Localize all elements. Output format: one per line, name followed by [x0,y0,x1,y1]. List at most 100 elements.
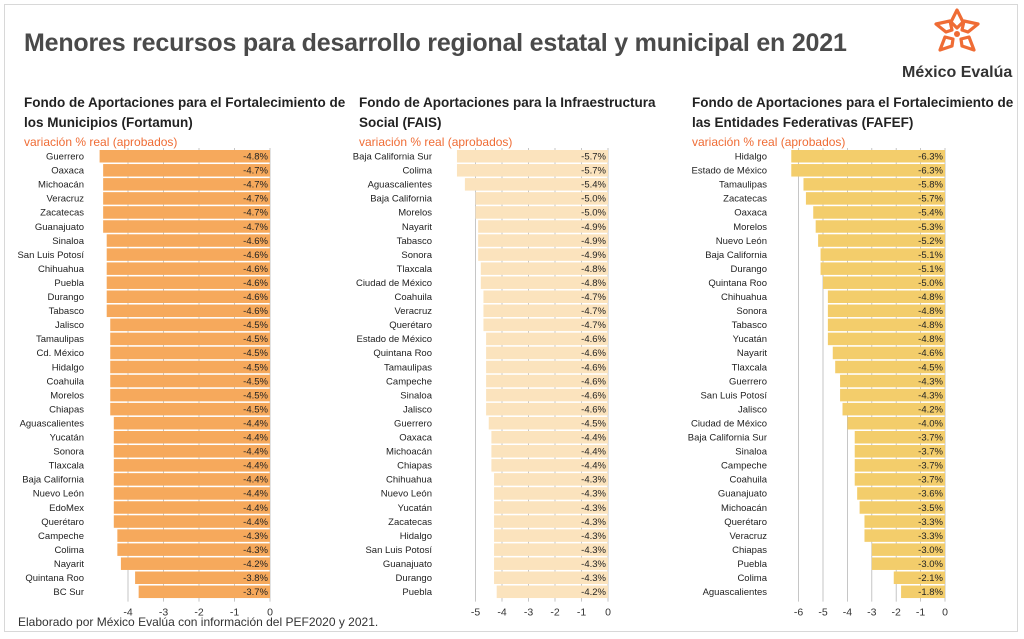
x-tick-label: -5 [818,607,827,619]
data-label: -4.9% [581,222,606,233]
bar [106,276,270,289]
data-label: -4.3% [243,545,268,556]
category-label: Colima [402,166,432,177]
category-label: Campeche [386,376,432,387]
category-label: Sonora [736,306,767,317]
category-label: Morelos [50,390,84,401]
data-label: -5.4% [581,180,606,191]
data-label: -4.8% [918,306,943,317]
bar [486,402,608,416]
bar [113,416,270,430]
category-label: Tlaxcala [732,362,768,373]
x-tick-label: -2 [892,607,901,619]
category-label: San Luis Potosí [700,390,767,401]
bar [110,360,270,374]
data-label: -4.5% [243,320,268,331]
category-label: Zacatecas [40,208,84,219]
data-label: -4.4% [581,461,606,472]
data-label: -4.3% [581,517,606,528]
data-label: -4.6% [581,390,606,401]
data-label: -1.8% [918,587,943,598]
bar [464,178,608,191]
bar [135,571,270,584]
data-label: -4.7% [243,208,268,219]
bar [113,459,270,472]
category-label: Querétaro [41,517,84,528]
bar [854,473,945,486]
bar [103,206,271,219]
bar [483,304,608,318]
category-label: Quintana Roo [373,348,432,359]
bar [475,192,608,205]
data-label: -4.4% [243,517,268,528]
data-label: -4.8% [918,334,943,345]
bar [818,234,945,247]
bar [494,543,608,556]
bar [113,473,270,486]
category-label: Chiapas [732,545,767,556]
bar [110,402,270,416]
bar [488,416,608,430]
x-tick-label: -5 [471,607,480,619]
data-label: -4.6% [581,376,606,387]
data-label: -3.7% [918,433,943,444]
category-label: Aguascalientes [703,587,768,598]
category-label: Estado de México [356,334,432,345]
data-label: -4.7% [581,292,606,303]
panel-title-fais: Fondo de Aportaciones para la Infraestru… [359,95,656,130]
data-label: -4.3% [581,531,606,542]
data-label: -4.4% [243,433,268,444]
category-label: Veracruz [395,306,433,317]
data-label: -4.2% [918,404,943,415]
bar [864,515,945,528]
data-label: -4.2% [243,559,268,570]
bar [113,515,270,528]
bar [832,346,945,360]
data-label: -5.0% [918,278,943,289]
bar [103,192,271,205]
x-tick-label: 0 [942,607,948,619]
data-label: -4.2% [581,587,606,598]
bar [110,318,270,332]
category-label: Chihuahua [386,475,433,486]
bar [840,374,945,388]
x-tick-label: -1 [916,607,925,619]
data-label: -5.7% [581,166,606,177]
data-label: -4.0% [918,418,943,429]
category-label: Sinaloa [735,447,767,458]
category-label: Oaxaca [399,433,432,444]
brand-name: México Evalúa [902,64,1013,81]
category-label: Nayarit [402,222,432,233]
category-label: Campeche [38,531,84,542]
data-label: -4.7% [581,306,606,317]
category-label: Guanajuato [35,222,84,233]
data-label: -4.4% [243,418,268,429]
data-label: -5.1% [918,250,943,261]
bar [805,192,945,205]
category-label: Baja California Sur [353,152,432,163]
bar [494,529,608,542]
category-label: Veracruz [47,194,85,205]
bar [113,501,270,514]
category-label: Aguascalientes [20,418,85,429]
category-label: Oaxaca [734,208,767,219]
bar [813,206,945,219]
data-label: -4.6% [243,236,268,247]
category-label: Guerrero [46,152,84,163]
bar [494,501,608,514]
category-label: Querétaro [389,320,432,331]
bar [494,557,608,570]
panel-subtitle-fortamun: variación % real (aprobados) [24,135,178,149]
category-label: Estado de México [691,166,767,177]
page-title: Menores recursos para desarrollo regiona… [24,29,847,57]
category-label: Guerrero [729,376,767,387]
category-label: Baja California [370,194,432,205]
asterisk-star-logo-icon [934,8,980,52]
bar [827,332,945,346]
data-label: -4.7% [243,222,268,233]
data-label: -4.6% [581,404,606,415]
data-label: -5.1% [918,264,943,275]
category-label: Tabasco [732,320,767,331]
data-label: -4.3% [581,489,606,500]
